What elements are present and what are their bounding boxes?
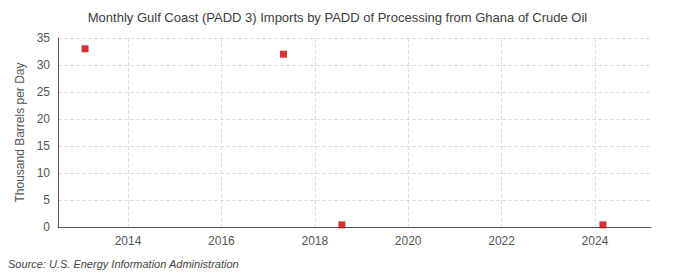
- svg-text:25: 25: [37, 85, 51, 99]
- svg-text:0: 0: [43, 220, 50, 234]
- svg-text:2024: 2024: [582, 234, 609, 248]
- svg-text:Thousand Barrels per Day: Thousand Barrels per Day: [13, 62, 27, 202]
- svg-text:2016: 2016: [208, 234, 235, 248]
- svg-text:2022: 2022: [488, 234, 515, 248]
- svg-text:2020: 2020: [395, 234, 422, 248]
- svg-text:10: 10: [37, 166, 51, 180]
- svg-text:2018: 2018: [301, 234, 328, 248]
- svg-text:30: 30: [37, 58, 51, 72]
- svg-text:15: 15: [37, 139, 51, 153]
- svg-text:Monthly Gulf Coast (PADD 3) Im: Monthly Gulf Coast (PADD 3) Imports by P…: [88, 10, 588, 25]
- svg-text:2014: 2014: [115, 234, 142, 248]
- svg-text:35: 35: [37, 31, 51, 45]
- svg-text:5: 5: [43, 193, 50, 207]
- svg-text:Source: U.S. Energy Informatio: Source: U.S. Energy Information Administ…: [8, 258, 239, 270]
- svg-text:20: 20: [37, 112, 51, 126]
